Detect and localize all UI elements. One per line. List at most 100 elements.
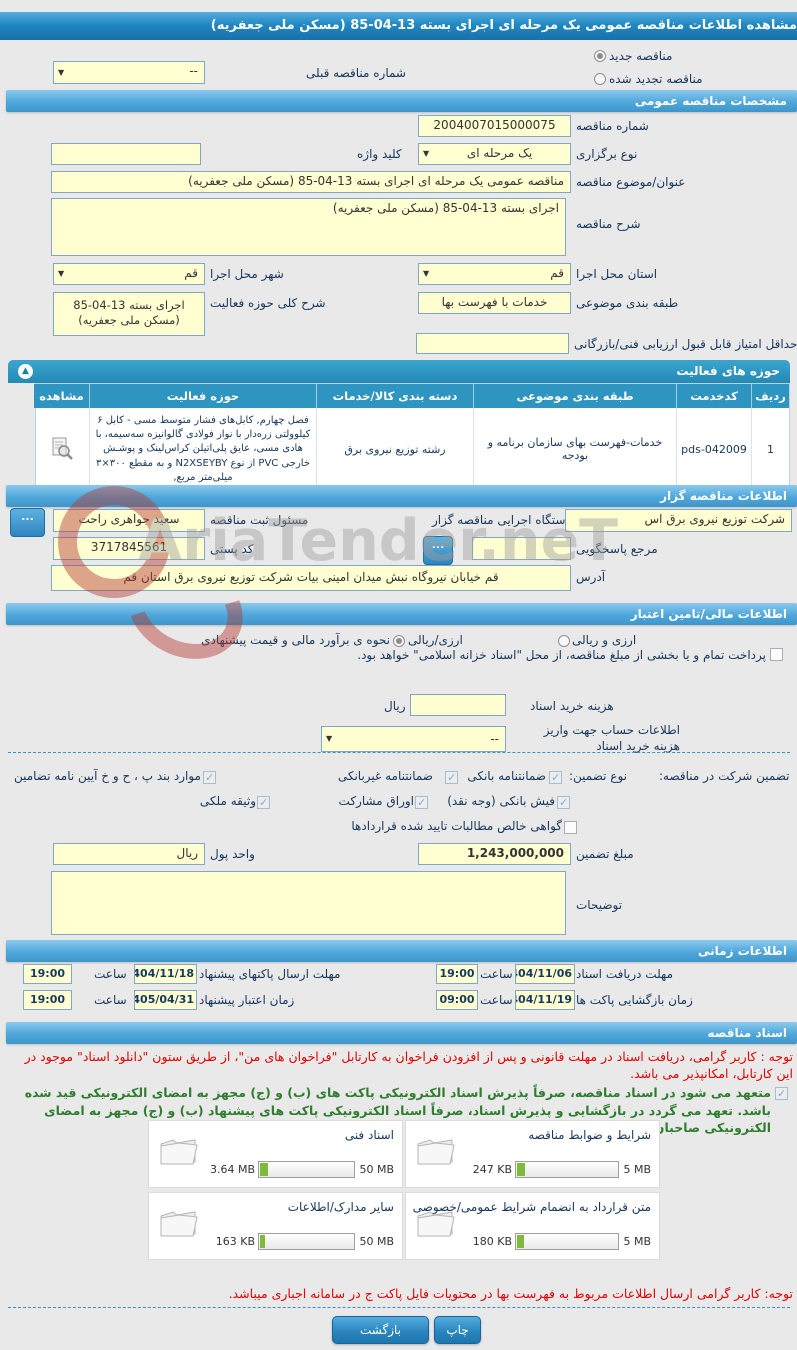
currency-field[interactable]: ریال [53, 843, 205, 865]
dropdown-arrow-icon: ▼ [58, 67, 65, 77]
bank-guarantee-checkbox[interactable] [549, 771, 562, 784]
address-field[interactable]: قم خیابان نیروگاه نبش میدان امینی بیات ش… [51, 565, 571, 591]
notes-textarea[interactable] [51, 871, 566, 935]
collapse-icon[interactable]: ▲ [18, 364, 33, 379]
price-list-notice: توجه: کاربر گرامی ارسال اطلاعات مربوط به… [228, 1286, 793, 1301]
upload-card-other[interactable]: سایر مدارک/اطلاعات 163 KB 50 MB [148, 1192, 403, 1260]
org-name-field[interactable]: شرکت توزیع نیروی برق اس [565, 509, 792, 532]
nonbank-guarantee-checkbox[interactable] [445, 771, 458, 784]
province-label: استان محل اجرا [576, 267, 658, 281]
file-size: 3.64 MB [209, 1163, 255, 1176]
table-row-service-code: pds-042009 [676, 408, 751, 491]
doc-receive-deadline-time[interactable]: 19:00 [436, 964, 478, 984]
registrar-picker-button[interactable]: ... [10, 508, 45, 537]
file-size: 247 KB [472, 1163, 512, 1176]
divider [8, 752, 790, 753]
subject-label: عنوان/موضوع مناقصه [576, 175, 686, 189]
registrar-label: مسئول ثبت مناقصه [210, 513, 309, 527]
bid-validity-time[interactable]: 19:00 [23, 990, 72, 1010]
table-row-activity-field: فصل چهارم, کابل‌های فشار متوسط مسی - کاب… [89, 408, 316, 491]
bid-submit-deadline-time[interactable]: 19:00 [23, 964, 72, 984]
cash-receipt-checkbox[interactable] [557, 796, 570, 809]
rial-currency-radio[interactable] [393, 635, 405, 647]
electronic-signature-checkbox[interactable] [775, 1087, 788, 1100]
postal-code-field[interactable]: 3717845561 [53, 537, 205, 560]
claims-certificate-checkbox[interactable] [564, 821, 577, 834]
hour-label: ساعت [94, 967, 127, 981]
upload-card-contract[interactable]: متن قرارداد به انضمام شرایط عمومی/خصوصی … [405, 1192, 660, 1260]
guarantee-title: تضمین شرکت در مناقصه: [659, 769, 790, 783]
upload-card-title: متن قرارداد به انضمام شرایط عمومی/خصوصی [412, 1200, 651, 1214]
doc-receive-deadline-label: مهلت دریافت اسناد [576, 967, 674, 981]
hour-label: ساعت [480, 993, 513, 1007]
table-row-index: 1 [751, 408, 789, 491]
province-select[interactable]: ▼ قم [418, 263, 571, 285]
section-general-header: مشخصات مناقصه عمومی [6, 90, 797, 112]
deposit-account-label: اطلاعات حساب جهت واریز هزینه خرید اسناد [543, 723, 680, 753]
guarantee-type-label: نوع تضمین: [569, 769, 627, 783]
contact-field[interactable] [472, 537, 571, 560]
file-size: 163 KB [215, 1235, 255, 1248]
bylaws-guarantee-checkbox[interactable] [203, 771, 216, 784]
contact-picker-button[interactable]: ... [423, 536, 453, 565]
registrar-field[interactable]: سعید جواهری راحت [53, 509, 205, 532]
bylaws-guarantee-label: موارد بند پ ، ح و خ آیین نامه تضامین [13, 769, 201, 783]
hour-label: ساعت [480, 967, 513, 981]
deposit-account-select[interactable]: ▼ -- [321, 726, 506, 752]
both-currency-radio[interactable] [558, 635, 570, 647]
previous-tender-number-select[interactable]: ▼ -- [53, 61, 205, 84]
folder-icon [417, 1139, 455, 1165]
upload-card-terms[interactable]: شرایط و ضوابط مناقصه 247 KB 5 MB [405, 1120, 660, 1188]
notes-label: توضیحات [576, 898, 623, 912]
org-name-label: نام دستگاه اجرایی مناقصه گزار [432, 513, 590, 527]
upload-card-title: سایر مدارک/اطلاعات [287, 1200, 394, 1214]
envelope-open-label: زمان بازگشایی پاکت ها [576, 993, 693, 1007]
file-size: 180 KB [472, 1235, 512, 1248]
upload-card-technical[interactable]: اسناد فنی 3.64 MB 50 MB [148, 1120, 403, 1188]
renewed-tender-radio-label: مناقصه تجدید شده [609, 72, 703, 86]
guarantee-amount-field[interactable]: 1,243,000,000 [418, 843, 571, 865]
upload-progress: 163 KB 50 MB [205, 1233, 394, 1250]
bid-submit-deadline-date[interactable]: 1404/11/18 [134, 964, 197, 984]
tender-number-field[interactable]: 2004007015000075 [418, 115, 571, 137]
min-score-input[interactable] [416, 333, 569, 354]
min-score-label: حداقل امتیاز قابل قبول ارزیابی فنی/بازرگ… [574, 337, 797, 351]
subject-field[interactable]: مناقصه عمومی یک مرحله ای اجرای بسته ‎85-… [51, 171, 571, 193]
col-header-view: مشاهده [34, 384, 89, 408]
estate-checkbox[interactable] [257, 796, 270, 809]
col-header-group: دسته بندی کالا/خدمات [316, 384, 473, 408]
section-documents-header: اسناد مناقصه [6, 1022, 797, 1044]
address-label: آدرس [576, 570, 606, 584]
new-tender-radio[interactable] [594, 50, 606, 62]
hour-label: ساعت [94, 993, 127, 1007]
bonds-checkbox[interactable] [415, 796, 428, 809]
scope-field[interactable]: اجرای بسته ‎85-04-13‎ (مسکن ملی جعفریه) [53, 292, 205, 336]
keyword-label: کلید واژه [357, 147, 402, 161]
documents-notice: توجه : کاربر گرامی، دریافت اسناد در مهلت… [24, 1049, 793, 1081]
category-field[interactable]: خدمات با فهرست بها [418, 292, 571, 314]
description-textarea[interactable]: اجرای بسته ‎85-04-13‎ (مسکن ملی جعفریه) [51, 198, 566, 256]
city-select[interactable]: ▼ قم [53, 263, 205, 285]
activity-table: ردیف کدخدمت طبقه بندی موضوعی دسته بندی ک… [34, 383, 790, 492]
back-button[interactable]: بازگشت [332, 1316, 429, 1344]
doc-fee-input[interactable] [410, 694, 506, 716]
print-button[interactable]: چاپ [434, 1316, 481, 1344]
envelope-open-date[interactable]: 1404/11/19 [515, 990, 575, 1010]
progress-bar [258, 1161, 356, 1178]
bid-validity-date[interactable]: 1405/04/31 [134, 990, 197, 1010]
dropdown-arrow-icon: ▼ [423, 269, 430, 279]
bid-submit-deadline-label: مهلت ارسال پاکتهای پیشنهاد [199, 967, 341, 981]
keyword-input[interactable] [51, 143, 201, 165]
section-schedule-header: اطلاعات زمانی [6, 940, 797, 962]
renewed-tender-radio[interactable] [594, 73, 606, 85]
progress-bar [515, 1161, 620, 1178]
doc-receive-deadline-date[interactable]: 1404/11/06 [515, 964, 575, 984]
doc-fee-unit-label: ریال [384, 699, 406, 713]
view-details-icon[interactable] [49, 436, 75, 462]
dropdown-arrow-icon: ▼ [58, 269, 65, 279]
doc-fee-label: هزینه خرید اسناد [530, 699, 614, 713]
tender-type-select[interactable]: ▼ یک مرحله ای [418, 143, 571, 165]
envelope-open-time[interactable]: 09:00 [436, 990, 478, 1010]
treasury-checkbox[interactable] [770, 648, 783, 661]
